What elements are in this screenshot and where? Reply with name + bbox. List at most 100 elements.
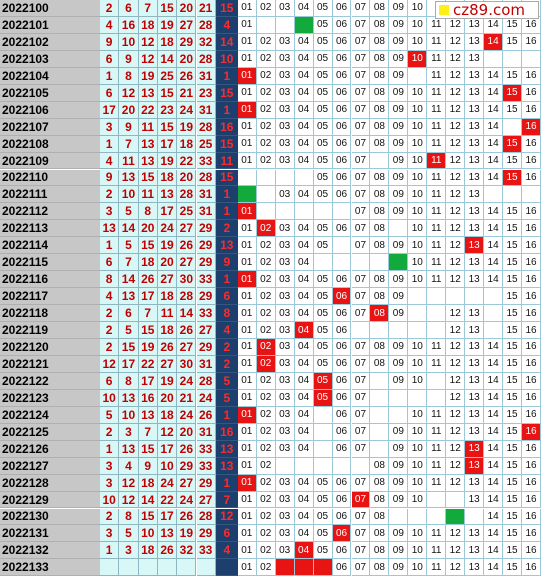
trend-cell: 09 — [389, 423, 409, 441]
trend-cell: 12 — [446, 457, 466, 475]
trend-cell: 03 — [275, 355, 295, 373]
trend-cell — [275, 169, 295, 187]
trend-cell: 10 — [408, 254, 428, 272]
red-ball: 22 — [157, 491, 178, 509]
trend-cell: 04 — [294, 118, 314, 136]
trend-cell: 06 — [332, 559, 352, 576]
logo-square-icon — [439, 5, 449, 15]
trend-cell: 05 — [313, 67, 333, 85]
trend-hit-cell: 13 — [465, 457, 485, 475]
blue-ball: 16 — [215, 118, 238, 136]
issue-number: 2022102 — [0, 33, 100, 51]
red-ball: 1 — [100, 135, 120, 153]
red-ball: 24 — [196, 389, 216, 407]
trend-cell: 07 — [351, 186, 371, 204]
trend-cell: 13 — [465, 372, 485, 390]
trend-cell: 03 — [275, 322, 295, 339]
red-ball: 3 — [100, 118, 120, 136]
trend-cell: 11 — [427, 135, 447, 153]
trend-cell: 07 — [351, 50, 371, 68]
trend-cell: 03 — [275, 101, 295, 119]
red-ball: 7 — [138, 423, 158, 441]
trend-cell: 15 — [503, 305, 523, 323]
red-ball: 2 — [100, 339, 120, 356]
trend-cell: 08 — [370, 339, 390, 356]
trend-cell: 02 — [256, 237, 276, 255]
trend-cell: 02 — [256, 474, 276, 492]
trend-cell: 07 — [351, 508, 371, 526]
red-ball: 15 — [119, 339, 139, 356]
trend-cell: 08 — [370, 203, 390, 221]
trend-cell: 09 — [389, 237, 409, 255]
trend-hit-cell: 11 — [427, 152, 447, 170]
issue-number: 2022112 — [0, 203, 100, 221]
blue-ball: 15 — [215, 169, 238, 187]
red-ball: 24 — [177, 101, 197, 119]
trend-cell: 04 — [294, 220, 314, 238]
trend-cell: 15 — [503, 491, 523, 509]
trend-cell: 04 — [294, 372, 314, 390]
trend-hit-cell: 13 — [465, 440, 485, 458]
trend-cell — [484, 305, 504, 323]
trend-cell: 02 — [256, 457, 276, 475]
red-ball: 17 — [100, 101, 120, 119]
trend-cell: 04 — [294, 288, 314, 306]
trend-cell: 03 — [275, 0, 295, 17]
red-ball: 9 — [100, 33, 120, 51]
red-ball: 24 — [177, 406, 197, 424]
trend-cell — [275, 16, 295, 34]
trend-cell: 16 — [522, 16, 541, 34]
trend-cell: 07 — [351, 525, 371, 543]
trend-cell: 06 — [332, 220, 352, 238]
trend-cell: 14 — [484, 440, 504, 458]
trend-cell — [332, 203, 352, 221]
issue-number: 2022108 — [0, 135, 100, 153]
red-ball: 33 — [196, 440, 216, 458]
red-ball: 18 — [177, 135, 197, 153]
red-ball: 7 — [119, 254, 139, 272]
site-logo[interactable]: cz89.com — [435, 1, 539, 19]
trend-cell — [465, 508, 485, 526]
blue-ball: 2 — [215, 220, 238, 238]
trend-hit-cell — [275, 559, 295, 576]
issue-number: 2022113 — [0, 220, 100, 238]
trend-cell: 14 — [484, 169, 504, 187]
trend-cell: 06 — [332, 271, 352, 289]
trend-cell: 02 — [256, 0, 276, 17]
trend-cell: 12 — [446, 169, 466, 187]
trend-cell: 01 — [237, 237, 257, 255]
red-ball — [119, 559, 139, 576]
trend-cell: 13 — [465, 559, 485, 576]
blue-ball: 8 — [215, 305, 238, 323]
red-ball: 10 — [100, 491, 120, 509]
trend-cell: 08 — [370, 169, 390, 187]
trend-cell: 01 — [237, 440, 257, 458]
red-ball: 28 — [196, 372, 216, 390]
blue-ball — [215, 559, 238, 576]
red-ball: 27 — [177, 220, 197, 238]
trend-cell: 04 — [294, 237, 314, 255]
red-ball: 8 — [100, 271, 120, 289]
red-ball: 28 — [196, 508, 216, 526]
trend-cell: 07 — [351, 406, 371, 424]
red-ball: 13 — [119, 288, 139, 306]
trend-cell — [408, 389, 428, 407]
trend-cell: 02 — [256, 33, 276, 51]
trend-cell — [408, 508, 428, 526]
red-ball: 13 — [138, 84, 158, 102]
trend-cell: 12 — [446, 389, 466, 407]
trend-cell: 02 — [256, 50, 276, 68]
trend-cell: 03 — [275, 474, 295, 492]
red-ball: 1 — [100, 237, 120, 255]
red-ball: 29 — [196, 288, 216, 306]
trend-cell: 04 — [294, 152, 314, 170]
trend-cell: 08 — [370, 220, 390, 238]
trend-cell: 14 — [484, 101, 504, 119]
red-ball: 27 — [177, 474, 197, 492]
red-ball: 31 — [196, 67, 216, 85]
trend-cell: 01 — [237, 389, 257, 407]
trend-cell: 11 — [427, 118, 447, 136]
red-ball: 28 — [177, 186, 197, 204]
trend-cell: 02 — [256, 135, 276, 153]
trend-cell: 08 — [370, 288, 390, 306]
